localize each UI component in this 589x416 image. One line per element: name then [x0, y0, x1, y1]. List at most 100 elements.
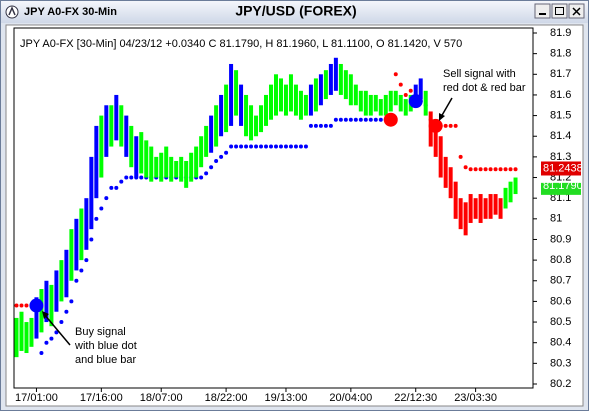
x-tick-label: 20/04:00	[329, 392, 372, 404]
stop-dot	[368, 117, 373, 122]
price-bar	[453, 181, 458, 219]
stop-dot	[234, 144, 239, 149]
price-bar	[513, 177, 518, 195]
minimize-button[interactable]	[534, 3, 551, 19]
price-bar	[114, 94, 119, 141]
annotation: with blue dot	[74, 340, 137, 352]
stop-dot	[448, 123, 453, 128]
stop-dot	[363, 117, 368, 122]
x-tick-label: 17/01:00	[15, 392, 58, 404]
price-bar	[358, 90, 363, 112]
stop-dot	[99, 206, 104, 211]
price-bar	[503, 187, 508, 209]
stop-dot	[84, 258, 89, 263]
y-tick-label: 80.6	[550, 295, 571, 307]
x-tick-label: 18/07:00	[140, 392, 183, 404]
stop-dot	[119, 179, 124, 184]
price-bar	[94, 125, 99, 199]
price-bar	[443, 156, 448, 188]
price-bar	[169, 156, 174, 182]
stop-dot	[44, 340, 49, 345]
price-bar	[378, 99, 383, 116]
price-bar	[463, 202, 468, 236]
price-bar	[209, 115, 214, 153]
price-bar	[493, 194, 498, 215]
price-bar	[488, 194, 493, 219]
stop-dot	[473, 167, 478, 172]
stop-dot	[219, 154, 224, 159]
price-bar	[189, 152, 194, 182]
y-tick-label: 81	[550, 213, 562, 225]
stop-dot	[323, 123, 328, 128]
stop-dot	[124, 175, 129, 180]
stop-price-box	[541, 161, 581, 176]
price-bar	[149, 146, 154, 182]
price-bar	[313, 78, 318, 112]
price-bar	[119, 105, 124, 147]
window-icon	[5, 5, 19, 19]
stop-dot	[373, 117, 378, 122]
price-bar	[388, 90, 393, 112]
price-bar	[254, 115, 259, 137]
stop-dot	[214, 159, 219, 164]
price-bar	[298, 90, 303, 120]
price-bar	[34, 297, 39, 339]
stop-dot	[408, 88, 413, 93]
price-bar	[348, 74, 353, 106]
price-bar	[229, 63, 234, 126]
price-bar	[308, 84, 313, 116]
price-bar	[338, 63, 343, 95]
stop-dot	[89, 237, 94, 242]
stop-dot	[348, 117, 353, 122]
stop-dot	[273, 144, 278, 149]
y-tick-label: 80.4	[550, 337, 571, 349]
price-bar	[214, 105, 219, 147]
signal-dot	[408, 94, 423, 109]
price-bar	[438, 136, 443, 178]
price-bar	[154, 156, 159, 178]
stop-dot	[19, 303, 24, 308]
stop-dot	[303, 144, 308, 149]
stop-dot	[358, 117, 363, 122]
stop-dot	[139, 175, 144, 180]
price-bar	[478, 194, 483, 223]
price-bar	[49, 284, 54, 327]
x-tick-label: 18/22:00	[205, 392, 248, 404]
stop-dot	[353, 117, 358, 122]
stop-dot	[74, 278, 79, 283]
price-bar	[144, 140, 149, 178]
stop-dot	[333, 117, 338, 122]
stop-dot	[69, 299, 74, 304]
stop-dot	[308, 123, 313, 128]
price-bar	[129, 125, 134, 168]
close-price-box	[541, 182, 581, 195]
stop-dot	[224, 150, 229, 155]
y-tick-label: 81.4	[550, 130, 571, 142]
stop-dot	[269, 144, 274, 149]
stop-dot	[39, 351, 44, 356]
maximize-button[interactable]	[551, 3, 568, 19]
stop-dot	[54, 330, 59, 335]
signal-dot	[428, 118, 443, 133]
stop-dot	[313, 123, 318, 128]
title-bar	[1, 1, 588, 23]
price-bar	[508, 181, 513, 203]
price-bar	[164, 146, 169, 178]
price-bar	[283, 84, 288, 116]
price-bar	[29, 317, 34, 347]
price-bar	[328, 63, 333, 95]
y-tick-label: 81.6	[550, 89, 571, 101]
price-bar	[19, 311, 24, 351]
close-price-label: 81.1790	[543, 180, 583, 192]
stop-dot	[114, 185, 119, 190]
stop-dot	[478, 167, 483, 172]
stop-dot	[264, 144, 269, 149]
price-bar	[174, 161, 179, 178]
close-button[interactable]	[568, 3, 585, 19]
header-text: JPY A0-FX [30-Min] 04/23/12 +0.0340 C 81…	[20, 38, 462, 50]
stop-dot	[278, 144, 283, 149]
y-tick-label: 81.7	[550, 68, 571, 80]
y-tick-label: 81.8	[550, 48, 571, 60]
annotation: and blue bar	[75, 354, 136, 366]
